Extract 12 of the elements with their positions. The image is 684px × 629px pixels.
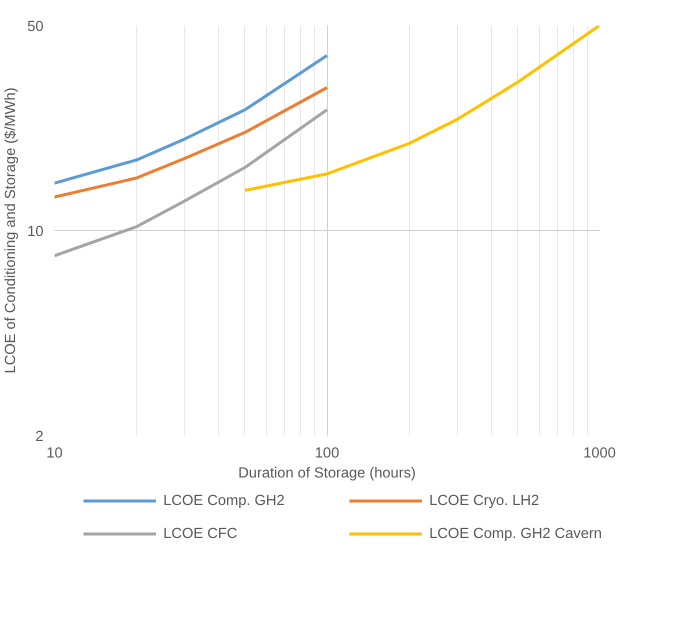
legend-label: LCOE Comp. GH2	[163, 493, 285, 509]
x-tick-label: 10	[46, 446, 63, 462]
y-tick-label: 10	[27, 224, 44, 240]
legend-label: LCOE Comp. GH2 Cavern	[429, 526, 602, 542]
legend-label: LCOE CFC	[163, 526, 238, 542]
x-tick-label: 100	[314, 446, 340, 462]
x-axis-title: Duration of Storage (hours)	[238, 466, 416, 482]
y-tick-label: 2	[35, 429, 44, 445]
legend-label: LCOE Cryo. LH2	[429, 493, 540, 509]
y-axis-title: LCOE of Conditioning and Storage ($/MWh)	[3, 88, 20, 374]
x-tick-label: 1000	[583, 446, 616, 462]
y-tick-label: 50	[27, 19, 44, 35]
